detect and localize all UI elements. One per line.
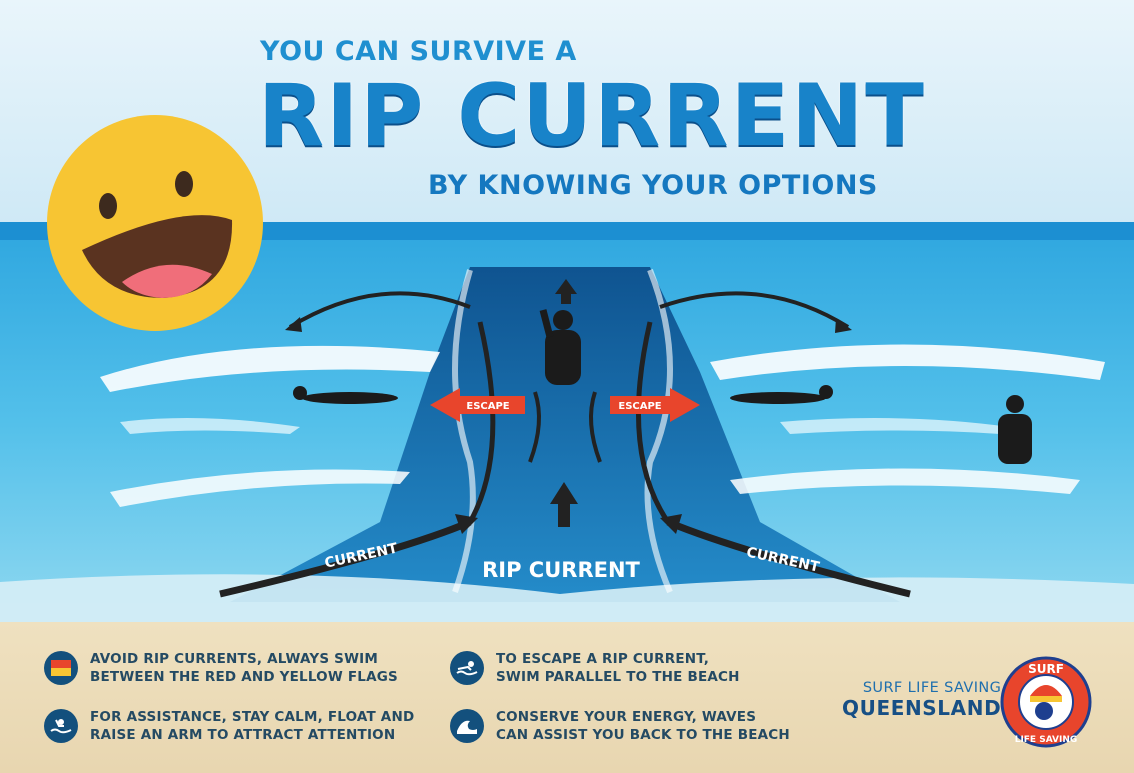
arrowhead <box>285 317 302 332</box>
arrowhead <box>835 318 852 333</box>
current-arrow-left <box>219 518 472 598</box>
person-standing <box>998 395 1032 464</box>
wave-foam <box>780 418 1010 434</box>
swimmer-icon <box>450 651 484 685</box>
tip-escape: TO ESCAPE A RIP CURRENT, SWIM PARALLEL TO… <box>450 650 826 686</box>
title-main: RIP CURRENT <box>258 66 926 166</box>
center-arrow-shaft <box>558 502 570 527</box>
rip-current-label: RIP CURRENT <box>482 558 640 582</box>
rip-arrow <box>635 321 671 524</box>
rip-foam-edge <box>452 269 476 594</box>
smiley-emoji-icon <box>47 115 263 331</box>
tip-text-line: AVOID RIP CURRENTS, ALWAYS SWIM <box>90 651 379 667</box>
curve-arrow-left <box>288 291 471 329</box>
tip-text-line: CAN ASSIST YOU BACK TO THE BEACH <box>496 727 790 743</box>
shoreline-foam <box>0 574 1134 622</box>
current-arrow-right <box>666 518 911 598</box>
tip-flags: AVOID RIP CURRENTS, ALWAYS SWIM BETWEEN T… <box>44 650 420 686</box>
tip-text-line: FOR ASSISTANCE, STAY CALM, FLOAT AND <box>90 709 415 725</box>
safety-tips: AVOID RIP CURRENTS, ALWAYS SWIM BETWEEN T… <box>0 640 820 760</box>
org-line-2: QUEENSLAND <box>842 696 1002 720</box>
org-line-1: SURF LIFE SAVING <box>862 680 1002 696</box>
organization-name: SURF LIFE SAVING QUEENSLAND <box>842 680 1001 720</box>
wave-foam <box>120 418 300 434</box>
logo-text-bottom: LIFE SAVING <box>1015 735 1078 745</box>
rip-arrow <box>467 321 496 524</box>
tip-text-line: CONSERVE YOUR ENERGY, WAVES <box>496 709 757 725</box>
surf-life-saving-logo: SURF LIFE SAVING <box>1000 656 1092 748</box>
title-line-1: YOU CAN SURVIVE A <box>260 36 577 67</box>
escape-arrow-right <box>610 388 700 422</box>
rip-arrow <box>589 391 602 463</box>
wave-crest <box>110 469 410 507</box>
swimmer-right <box>730 385 833 404</box>
swimmer-left <box>293 386 398 404</box>
wave-crest <box>100 345 440 392</box>
tip-energy: CONSERVE YOUR ENERGY, WAVES CAN ASSIST YO… <box>450 708 826 744</box>
rip-arrow <box>528 391 541 463</box>
tip-text-line: BETWEEN THE RED AND YELLOW FLAGS <box>90 669 398 685</box>
escape-arrow-left <box>430 388 525 422</box>
flag-icon <box>44 651 78 685</box>
tip-text-line: TO ESCAPE A RIP CURRENT, <box>496 651 710 667</box>
tip-text-line: RAISE AN ARM TO ATTRACT ATTENTION <box>90 727 396 743</box>
logo-text-top: SURF <box>1028 662 1064 676</box>
horizon-band <box>0 222 1134 240</box>
tip-assistance: FOR ASSISTANCE, STAY CALM, FLOAT AND RAIS… <box>44 708 450 744</box>
center-arrowhead <box>550 482 578 504</box>
curve-arrow-right <box>659 291 850 329</box>
escape-label-right: ESCAPE <box>618 401 661 412</box>
rip-foam-edge <box>644 268 673 594</box>
title-subtitle: BY KNOWING YOUR OPTIONS <box>428 170 878 201</box>
wave-icon <box>450 709 484 743</box>
escape-label-left: ESCAPE <box>466 401 509 412</box>
sand-background <box>0 622 1134 773</box>
swimmer-raising-arm <box>539 309 581 385</box>
float-swimmer-icon <box>44 709 78 743</box>
wave-crest <box>710 344 1105 380</box>
tip-text-line: SWIM PARALLEL TO THE BEACH <box>496 669 740 685</box>
top-arrow-shaft <box>561 292 571 304</box>
top-arrowhead <box>555 279 577 294</box>
wave-crest <box>730 468 1080 494</box>
rip-channel <box>230 267 900 602</box>
